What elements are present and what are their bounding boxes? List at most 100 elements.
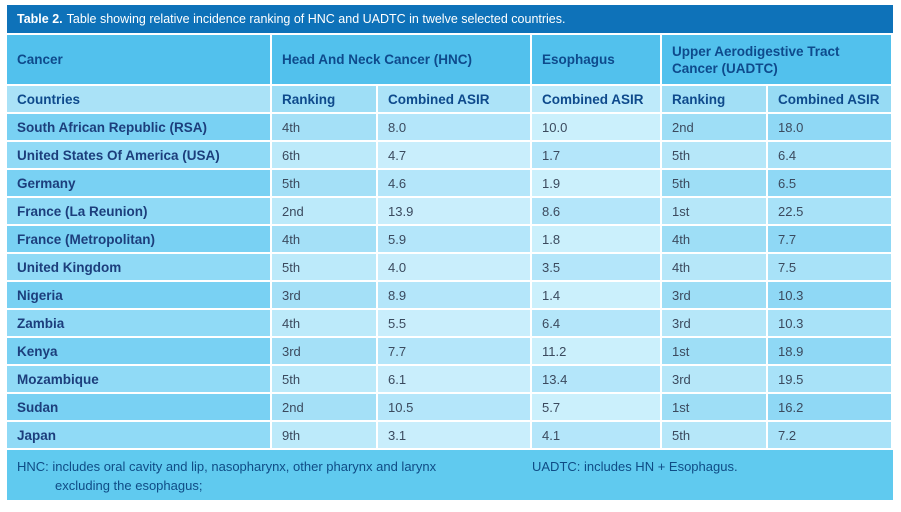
cell-uadtc-asir: 22.5: [768, 198, 891, 224]
cell-hnc-ranking: 9th: [272, 422, 376, 448]
table-row: Mozambique 5th 6.1 13.4 3rd 19.5: [7, 366, 893, 392]
table-row: Zambia 4th 5.5 6.4 3rd 10.3: [7, 310, 893, 336]
cell-uadtc-asir: 18.9: [768, 338, 891, 364]
cell-uadtc-ranking: 1st: [662, 338, 766, 364]
group-header-cancer: Cancer: [7, 35, 270, 84]
cell-uadtc-ranking: 5th: [662, 142, 766, 168]
cell-uadtc-asir: 19.5: [768, 366, 891, 392]
group-header-row: Cancer Head And Neck Cancer (HNC) Esopha…: [7, 35, 893, 84]
cell-country: France (La Reunion): [7, 198, 270, 224]
cell-uadtc-asir: 6.4: [768, 142, 891, 168]
cell-uadtc-ranking: 4th: [662, 226, 766, 252]
table-row: Sudan 2nd 10.5 5.7 1st 16.2: [7, 394, 893, 420]
cell-esophagus-asir: 4.1: [532, 422, 660, 448]
cell-country: Zambia: [7, 310, 270, 336]
cell-hnc-asir: 4.6: [378, 170, 530, 196]
cell-esophagus-asir: 11.2: [532, 338, 660, 364]
cell-uadtc-asir: 18.0: [768, 114, 891, 140]
cell-uadtc-asir: 6.5: [768, 170, 891, 196]
cell-hnc-ranking: 3rd: [272, 338, 376, 364]
cell-uadtc-ranking: 1st: [662, 394, 766, 420]
cell-hnc-asir: 4.7: [378, 142, 530, 168]
table-row: France (La Reunion) 2nd 13.9 8.6 1st 22.5: [7, 198, 893, 224]
cell-country: Sudan: [7, 394, 270, 420]
table-row: Germany 5th 4.6 1.9 5th 6.5: [7, 170, 893, 196]
cell-hnc-asir: 8.9: [378, 282, 530, 308]
group-header-esophagus: Esophagus: [532, 35, 660, 84]
column-header-hnc-ranking: Ranking: [272, 86, 376, 112]
cell-hnc-ranking: 4th: [272, 114, 376, 140]
cell-hnc-ranking: 5th: [272, 366, 376, 392]
footnotes: HNC: includes oral cavity and lip, nasop…: [7, 450, 893, 500]
cell-hnc-ranking: 4th: [272, 310, 376, 336]
cell-uadtc-asir: 10.3: [768, 282, 891, 308]
cell-country: United States Of America (USA): [7, 142, 270, 168]
cell-esophagus-asir: 8.6: [532, 198, 660, 224]
cell-hnc-asir: 5.9: [378, 226, 530, 252]
cell-esophagus-asir: 5.7: [532, 394, 660, 420]
cell-uadtc-ranking: 5th: [662, 422, 766, 448]
group-header-hnc: Head And Neck Cancer (HNC): [272, 35, 530, 84]
cell-hnc-ranking: 2nd: [272, 198, 376, 224]
cell-hnc-asir: 3.1: [378, 422, 530, 448]
table-caption: Table 2. Table showing relative incidenc…: [7, 5, 893, 33]
group-header-uadtc: Upper Aerodigestive Tract Cancer (UADTC): [662, 35, 891, 84]
column-header-hnc-asir: Combined ASIR: [378, 86, 530, 112]
cell-uadtc-asir: 7.5: [768, 254, 891, 280]
cell-uadtc-asir: 7.2: [768, 422, 891, 448]
cell-esophagus-asir: 1.8: [532, 226, 660, 252]
cell-uadtc-ranking: 4th: [662, 254, 766, 280]
footnote-hnc-line1: HNC: includes oral cavity and lip, nasop…: [17, 459, 437, 474]
cell-esophagus-asir: 1.4: [532, 282, 660, 308]
cell-hnc-ranking: 5th: [272, 254, 376, 280]
cell-esophagus-asir: 1.9: [532, 170, 660, 196]
table-row: Japan 9th 3.1 4.1 5th 7.2: [7, 422, 893, 448]
cell-hnc-ranking: 2nd: [272, 394, 376, 420]
cell-hnc-ranking: 4th: [272, 226, 376, 252]
table-row: South African Republic (RSA) 4th 8.0 10.0 2n…: [7, 114, 893, 140]
cell-hnc-ranking: 6th: [272, 142, 376, 168]
cell-country: Germany: [7, 170, 270, 196]
cell-esophagus-asir: 1.7: [532, 142, 660, 168]
cell-uadtc-ranking: 1st: [662, 198, 766, 224]
column-header-esophagus-asir: Combined ASIR: [532, 86, 660, 112]
table-row: United Kingdom 5th 4.0 3.5 4th 7.5: [7, 254, 893, 280]
table-figure: Table 2. Table showing relative incidenc…: [7, 5, 893, 500]
cell-esophagus-asir: 6.4: [532, 310, 660, 336]
cell-hnc-asir: 4.0: [378, 254, 530, 280]
cell-esophagus-asir: 3.5: [532, 254, 660, 280]
cell-esophagus-asir: 10.0: [532, 114, 660, 140]
cell-country: South African Republic (RSA): [7, 114, 270, 140]
cell-uadtc-ranking: 3rd: [662, 282, 766, 308]
cell-uadtc-asir: 10.3: [768, 310, 891, 336]
column-header-uadtc-asir: Combined ASIR: [768, 86, 891, 112]
table-row: France (Metropolitan) 4th 5.9 1.8 4th 7.7: [7, 226, 893, 252]
cell-uadtc-ranking: 3rd: [662, 310, 766, 336]
column-header-countries: Countries: [7, 86, 270, 112]
cell-uadtc-asir: 16.2: [768, 394, 891, 420]
cell-hnc-asir: 6.1: [378, 366, 530, 392]
footnote-hnc: HNC: includes oral cavity and lip, nasop…: [7, 457, 532, 500]
table-body: South African Republic (RSA) 4th 8.0 10.0 2n…: [7, 114, 893, 448]
table-row: Nigeria 3rd 8.9 1.4 3rd 10.3: [7, 282, 893, 308]
cell-country: Nigeria: [7, 282, 270, 308]
footnote-hnc-line2: excluding the esophagus;: [55, 478, 203, 493]
cell-hnc-asir: 5.5: [378, 310, 530, 336]
cell-hnc-asir: 10.5: [378, 394, 530, 420]
cell-hnc-asir: 8.0: [378, 114, 530, 140]
cell-hnc-asir: 7.7: [378, 338, 530, 364]
column-header-uadtc-ranking: Ranking: [662, 86, 766, 112]
table-row: United States Of America (USA) 6th 4.7 1.7 5…: [7, 142, 893, 168]
column-header-row: Countries Ranking Combined ASIR Combined…: [7, 86, 893, 112]
table-number: Table 2.: [17, 12, 63, 26]
cell-hnc-ranking: 3rd: [272, 282, 376, 308]
cell-uadtc-ranking: 2nd: [662, 114, 766, 140]
table-caption-text: Table showing relative incidence ranking…: [66, 12, 566, 26]
cell-uadtc-ranking: 3rd: [662, 366, 766, 392]
cell-uadtc-asir: 7.7: [768, 226, 891, 252]
cell-esophagus-asir: 13.4: [532, 366, 660, 392]
table-row: Kenya 3rd 7.7 11.2 1st 18.9: [7, 338, 893, 364]
cell-country: United Kingdom: [7, 254, 270, 280]
cell-hnc-asir: 13.9: [378, 198, 530, 224]
cell-country: Japan: [7, 422, 270, 448]
